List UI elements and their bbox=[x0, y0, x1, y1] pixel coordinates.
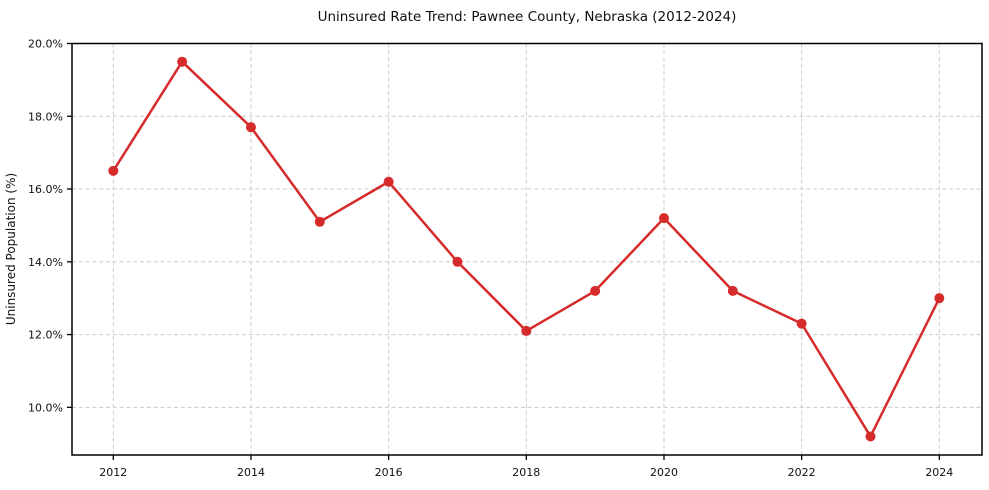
data-point bbox=[108, 165, 119, 176]
x-tick-label: 2018 bbox=[512, 466, 540, 479]
data-point bbox=[177, 56, 188, 67]
data-point bbox=[245, 122, 256, 133]
trend-line-series bbox=[108, 56, 945, 442]
plot-border bbox=[71, 42, 983, 456]
data-point bbox=[727, 285, 738, 296]
x-tick-label: 2016 bbox=[375, 466, 403, 479]
x-tick-label: 2022 bbox=[788, 466, 816, 479]
y-tick-label: 16.0% bbox=[28, 183, 63, 196]
y-tick-label: 20.0% bbox=[28, 38, 63, 51]
y-tick-label: 12.0% bbox=[28, 329, 63, 342]
y-axis-label: Uninsured Population (%) bbox=[4, 173, 18, 325]
data-point bbox=[934, 293, 945, 304]
chart-title: Uninsured Rate Trend: Pawnee County, Neb… bbox=[318, 9, 737, 25]
data-point bbox=[383, 176, 394, 187]
data-point bbox=[590, 285, 601, 296]
tick-layer: 10.0% 12.0% 14.0% 16.0% 18.0% 20.0% 2012 2014 20… bbox=[28, 38, 953, 480]
x-tick-label: 2012 bbox=[99, 466, 127, 479]
x-tick-label: 2024 bbox=[925, 466, 953, 479]
data-point bbox=[521, 325, 532, 336]
data-point bbox=[658, 213, 669, 224]
x-tick-label: 2014 bbox=[237, 466, 265, 479]
data-point bbox=[796, 318, 807, 329]
data-point bbox=[452, 256, 463, 267]
data-point bbox=[865, 431, 876, 442]
x-tick-label: 2020 bbox=[650, 466, 678, 479]
y-tick-label: 10.0% bbox=[28, 401, 63, 414]
grid-layer bbox=[72, 43, 982, 455]
y-tick-label: 18.0% bbox=[28, 110, 63, 123]
data-point bbox=[314, 216, 325, 227]
y-tick-label: 14.0% bbox=[28, 256, 63, 269]
